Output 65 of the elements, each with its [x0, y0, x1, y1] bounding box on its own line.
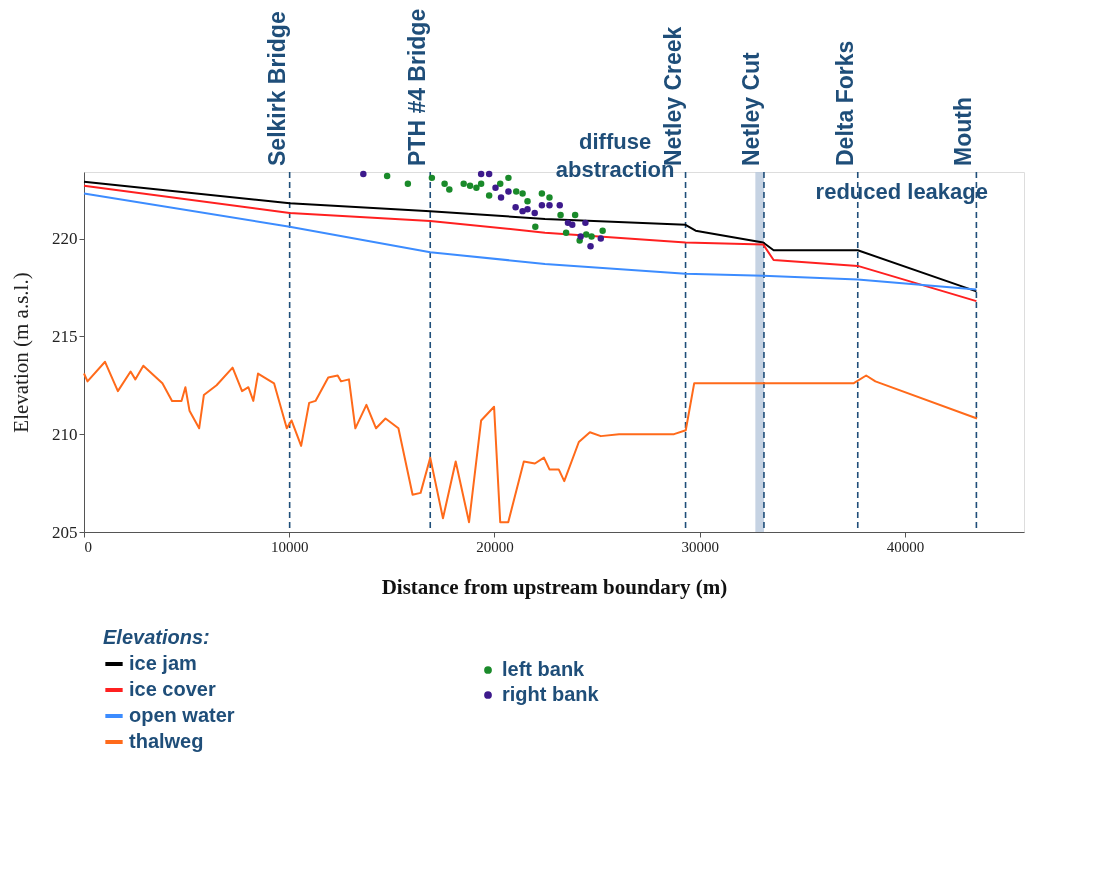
y-tick-label: 205 [52, 522, 78, 542]
point [546, 202, 553, 209]
legend-label: thalweg [129, 730, 204, 752]
point [512, 203, 519, 211]
point [524, 198, 531, 205]
point [599, 227, 606, 234]
x-axis-title: Distance from upstream boundary (m) [381, 574, 728, 599]
x-tick-label: 30000 [681, 538, 719, 555]
point [582, 219, 589, 227]
point [569, 221, 576, 229]
y-tick-label: 220 [52, 229, 78, 249]
point [383, 172, 391, 180]
point [505, 188, 512, 195]
x-tick-label: 0 [84, 538, 92, 555]
legend-label: ice jam [129, 652, 197, 674]
y-axis-title: Elevation (m a.s.l.) [9, 272, 33, 433]
point [466, 182, 474, 189]
point [360, 170, 367, 178]
ref-line-label: Delta Forks [831, 40, 858, 166]
ref-line-label: Selkirk Bridge [263, 11, 290, 166]
legend-label: left bank [502, 658, 586, 680]
point [460, 180, 467, 187]
point [485, 170, 493, 178]
point [562, 229, 570, 236]
ref-line-label: Mouth [950, 97, 977, 166]
point [588, 233, 595, 240]
ref-line-label: Netley Cut [737, 51, 764, 166]
point [597, 235, 605, 242]
point [492, 184, 499, 191]
point [557, 211, 564, 219]
legend-label: open water [129, 704, 235, 726]
point [538, 190, 546, 197]
point [577, 233, 584, 240]
point [571, 211, 579, 219]
point [531, 209, 538, 217]
point [446, 186, 453, 193]
y-tick-label: 215 [52, 326, 78, 346]
point [513, 188, 520, 195]
point [556, 202, 563, 209]
legend-title: Elevations: [103, 626, 210, 648]
legend-label: right bank [502, 683, 600, 705]
point [404, 180, 412, 187]
x-tick-label: 20000 [476, 538, 514, 555]
point [496, 180, 504, 187]
point [532, 223, 539, 231]
point [441, 180, 448, 187]
point [428, 174, 436, 182]
point [477, 180, 485, 187]
line-series [83, 360, 978, 524]
point [497, 194, 505, 201]
point [485, 192, 493, 199]
point [587, 243, 594, 250]
x-tick-label: 10000 [270, 538, 309, 555]
point [477, 170, 485, 178]
y-tick-label: 210 [52, 424, 78, 444]
point [505, 174, 512, 182]
legend-label: ice cover [129, 678, 216, 700]
point [473, 184, 480, 191]
point [538, 202, 546, 209]
point [546, 194, 553, 201]
ref-line-label: PTH #4 Bridge [404, 8, 431, 166]
point [524, 205, 531, 213]
x-tick-label: 40000 [886, 538, 925, 555]
point [519, 190, 526, 197]
annotation: reduced leakage [815, 179, 989, 204]
